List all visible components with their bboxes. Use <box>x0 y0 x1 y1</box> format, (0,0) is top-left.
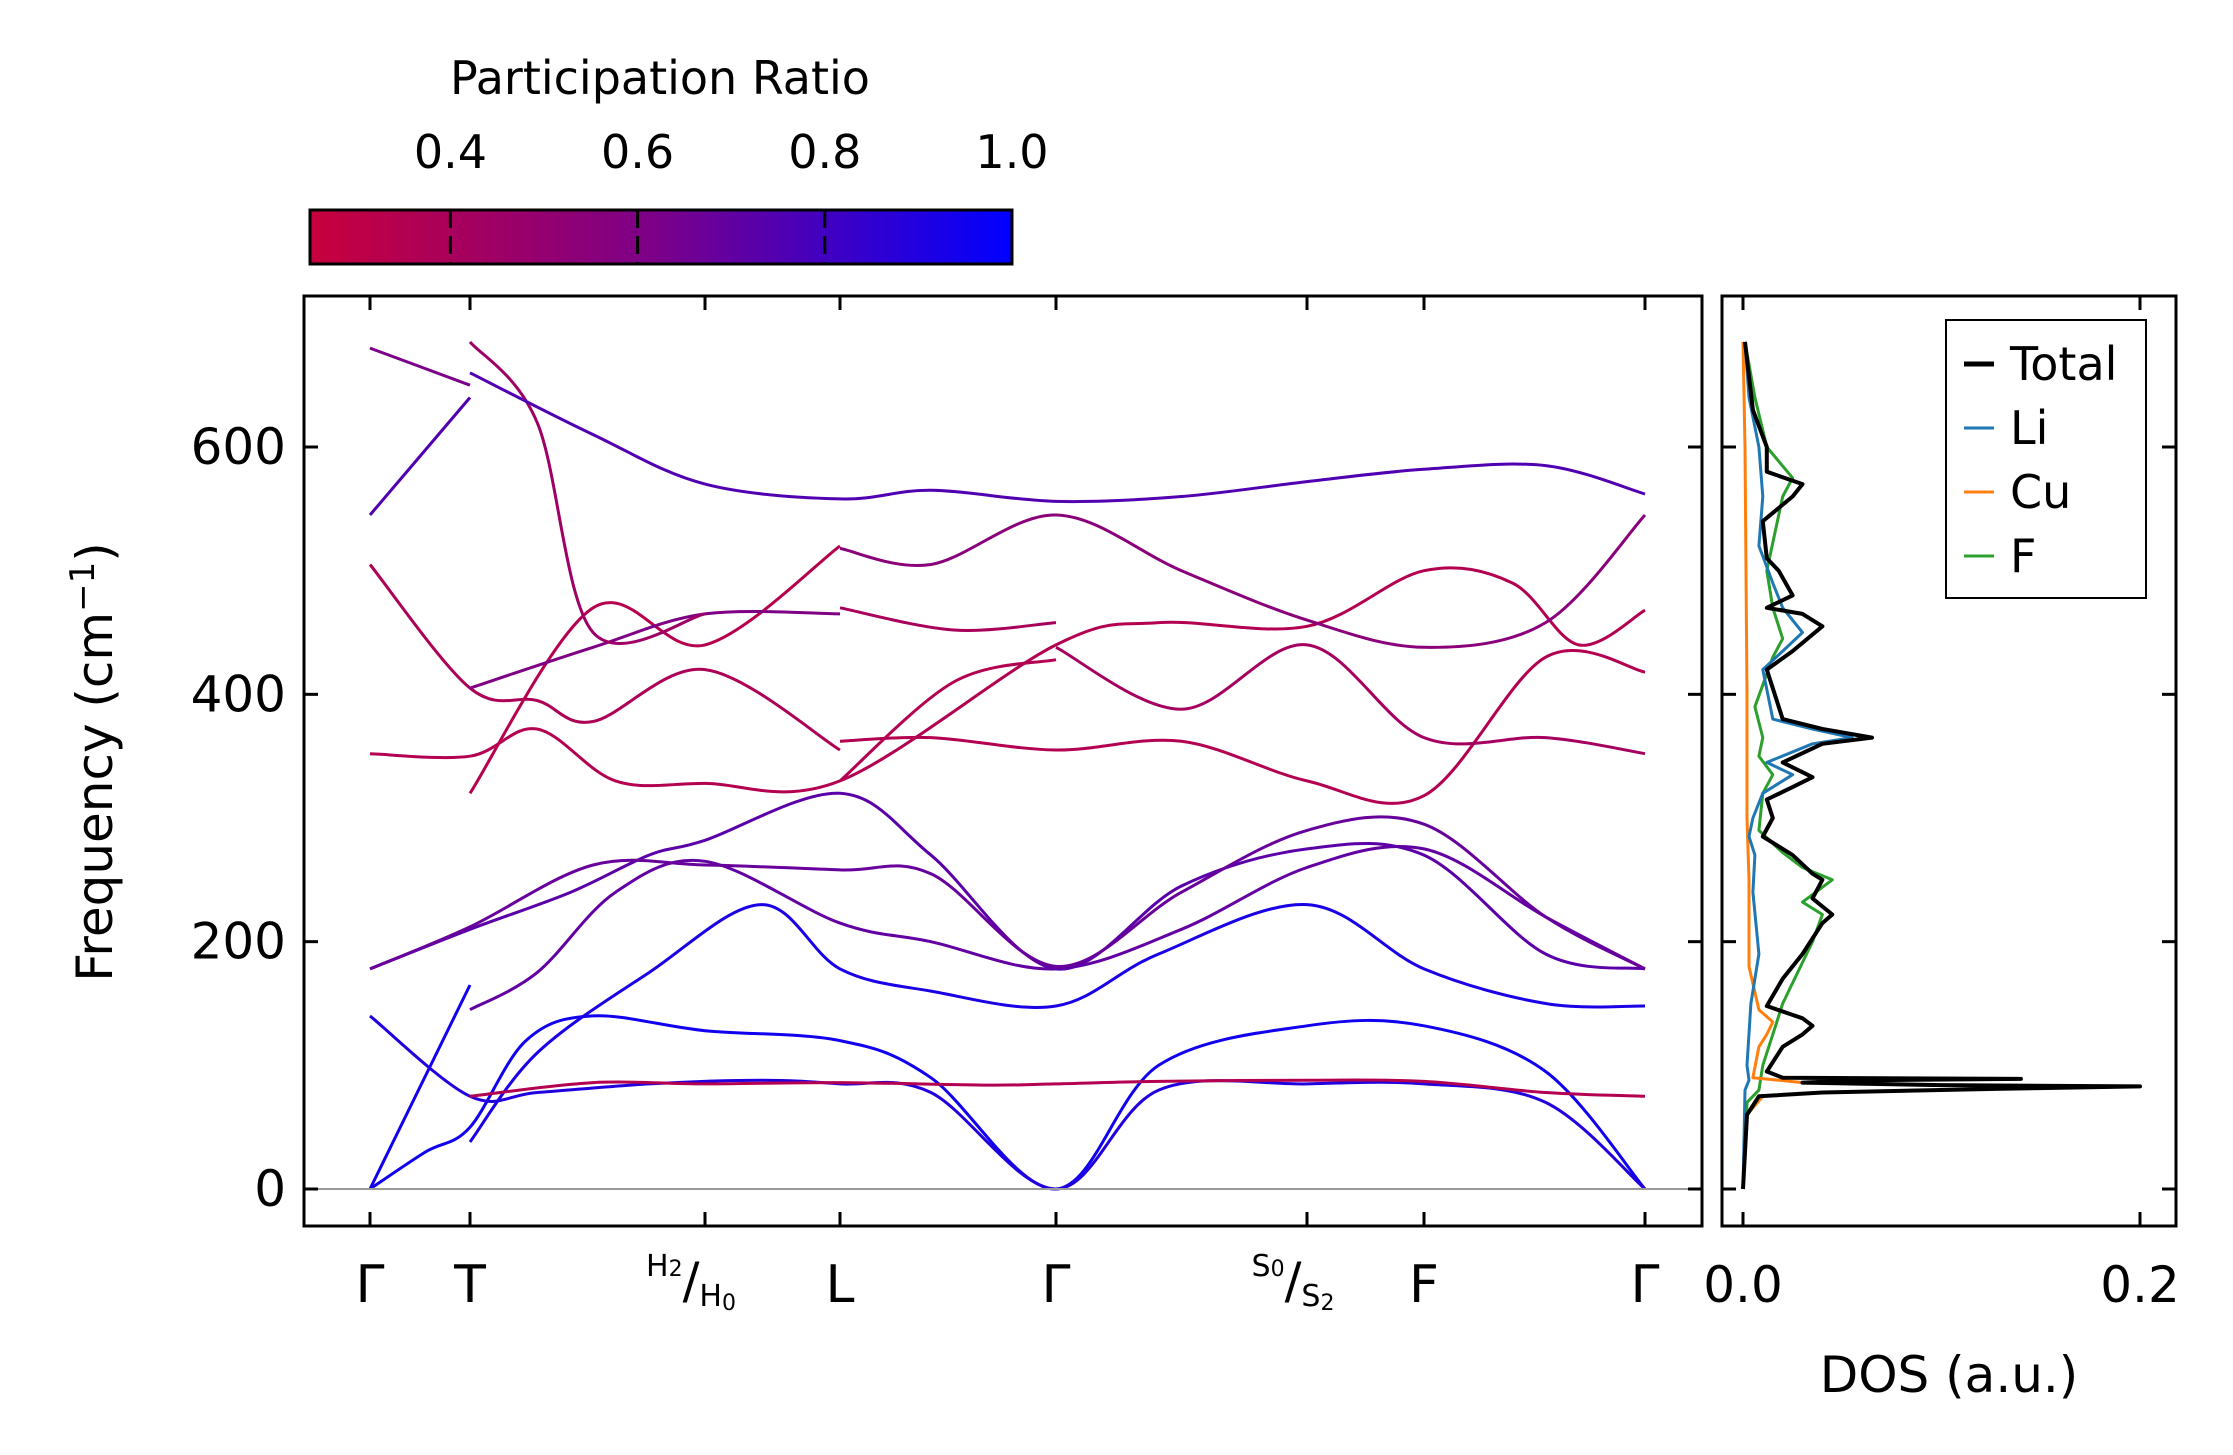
dos-axes-frame <box>1720 294 2178 1228</box>
legend-label-cu: Cu <box>2010 465 2071 519</box>
legend-label-f: F <box>2010 529 2036 583</box>
band-line <box>839 649 1646 805</box>
y-axis-label: Frequency (cm−1) <box>63 542 124 982</box>
band-line <box>469 609 841 690</box>
colorbar-tick-label: 0.6 <box>601 125 674 179</box>
band-axes-frame <box>302 294 1704 1228</box>
band-line <box>368 396 472 516</box>
k-point-label: F <box>1409 1255 1439 1315</box>
dos-panel: 0.0 0.2 DOS (a.u.) Total Li Cu F <box>1703 294 2180 1404</box>
band-lines <box>368 340 1647 1191</box>
band-line <box>468 340 706 645</box>
band-line <box>839 513 1647 649</box>
dos-line-total <box>1741 341 2142 1190</box>
k-point-label: Γ <box>356 1255 385 1315</box>
y-tick-label: 400 <box>191 665 286 723</box>
k-point-label: T <box>453 1255 486 1315</box>
band-line <box>468 544 841 795</box>
legend-label-li: Li <box>2010 401 2048 455</box>
band-line <box>369 1014 1646 1191</box>
k-point-label: L <box>826 1255 855 1315</box>
dos-x-tick-label: 0.0 <box>1703 1256 1783 1314</box>
band-structure-panel: 0 200 400 600 Γ T H2/H0 L Γ S0/S2 F Γ Frequency (cm… <box>63 294 1704 1316</box>
band-line <box>469 1078 1646 1098</box>
dos-lines <box>1741 341 2142 1190</box>
y-tick-label: 600 <box>191 418 286 476</box>
legend-label-total: Total <box>2009 337 2117 391</box>
colorbar-tick-label: 0.8 <box>788 125 861 179</box>
k-point-label: S0/S2 <box>1252 1249 1335 1316</box>
band-line <box>469 371 1646 504</box>
band-line <box>1055 643 1646 756</box>
band-line <box>368 984 472 1190</box>
y-tick-label: 200 <box>191 913 286 971</box>
y-tick-label: 0 <box>254 1160 286 1218</box>
band-line <box>839 658 1057 783</box>
colorbar: Participation Ratio 0.4 0.6 0.8 1.0 <box>308 51 1049 266</box>
dos-x-tick-label: 0.2 <box>2100 1256 2180 1314</box>
band-line <box>369 815 1646 971</box>
band-line <box>369 566 1646 794</box>
dos-legend: Total Li Cu F <box>1945 319 2147 599</box>
band-line <box>368 563 841 752</box>
band-line <box>469 844 1646 1012</box>
k-point-label: H2/H0 <box>646 1249 736 1316</box>
band-line <box>369 346 471 387</box>
colorbar-tick-label: 1.0 <box>975 125 1048 179</box>
colorbar-title: Participation Ratio <box>450 51 870 105</box>
band-line <box>369 791 1646 971</box>
band-line <box>369 1014 1647 1191</box>
dos-x-axis-label: DOS (a.u.) <box>1820 1346 2079 1404</box>
colorbar-tick-label: 0.4 <box>414 125 487 179</box>
k-point-label: Γ <box>1631 1255 1660 1315</box>
band-line <box>839 606 1057 632</box>
k-point-label: Γ <box>1042 1255 1071 1315</box>
band-line <box>468 903 1646 1143</box>
dos-line-li <box>1741 341 1854 1190</box>
colorbar-gradient <box>308 208 1014 266</box>
